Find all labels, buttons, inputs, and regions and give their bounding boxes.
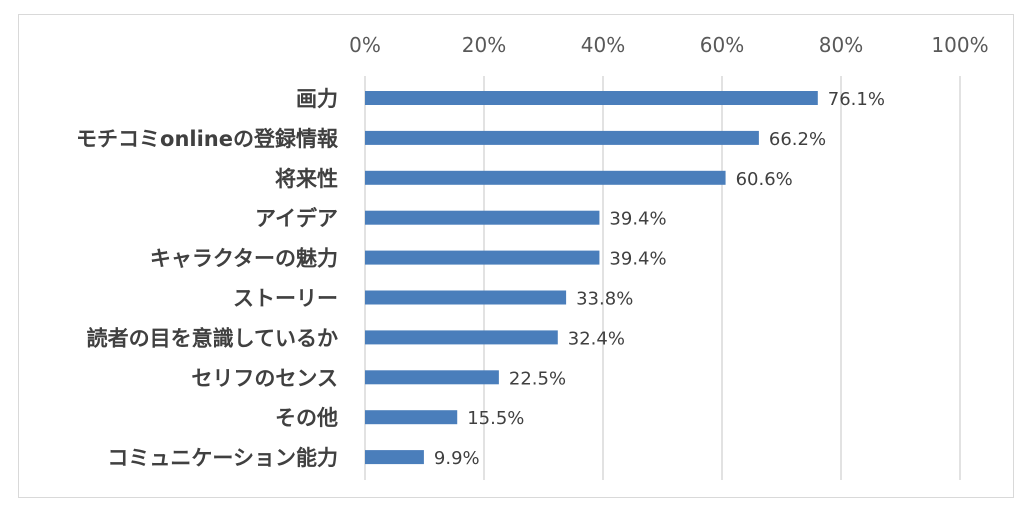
category-label: ストーリー <box>233 287 338 311</box>
x-tick-label: 100% <box>931 33 988 57</box>
bar <box>365 290 567 305</box>
bar <box>365 250 600 265</box>
x-tick-label: 20% <box>462 33 506 57</box>
bar <box>365 330 558 345</box>
category-label: キャラクターの魅力 <box>150 247 338 271</box>
data-label: 60.6% <box>736 169 793 190</box>
data-label: 33.8% <box>576 289 633 310</box>
bar <box>365 370 499 385</box>
data-label: 39.4% <box>609 209 666 230</box>
x-tick-label: 80% <box>819 33 863 57</box>
bar <box>365 130 759 145</box>
data-label: 15.5% <box>467 408 524 429</box>
bar <box>365 210 600 225</box>
category-label: コミュニケーション能力 <box>107 446 338 470</box>
bar <box>365 170 726 185</box>
category-label: 将来性 <box>275 167 338 191</box>
data-label: 32.4% <box>568 328 625 349</box>
data-label: 9.9% <box>434 448 480 469</box>
bar <box>365 450 424 465</box>
data-label: 22.5% <box>509 368 566 389</box>
category-label: 画力 <box>296 87 338 111</box>
x-tick-label: 60% <box>700 33 744 57</box>
x-tick-label: 40% <box>581 33 625 57</box>
data-label: 76.1% <box>828 89 885 110</box>
data-label: 66.2% <box>769 129 826 150</box>
category-label: アイデア <box>255 207 338 231</box>
category-label: セリフのセンス <box>191 366 338 390</box>
bar <box>365 91 818 105</box>
bar <box>365 410 458 425</box>
x-tick-label: 0% <box>349 33 381 57</box>
category-label: その他 <box>275 406 338 430</box>
category-label: 読者の目を意識しているか <box>87 326 338 350</box>
category-label: モチコミonlineの登録情報 <box>76 127 339 151</box>
data-label: 39.4% <box>609 249 666 270</box>
